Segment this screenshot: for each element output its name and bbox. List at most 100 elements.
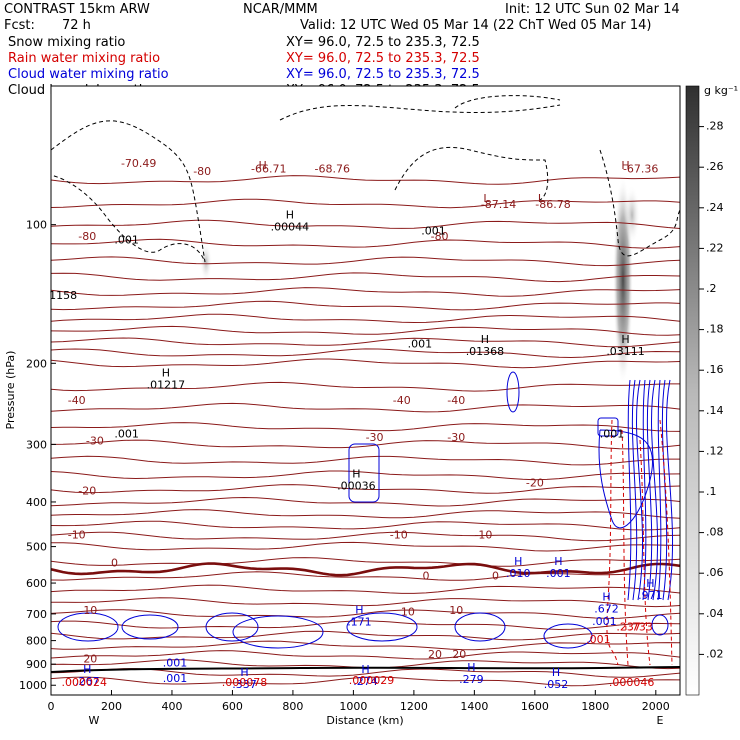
extremum-letter: H [514,555,522,568]
isotherm-line [51,337,680,348]
colorbar-tick-label: .16 [706,363,724,376]
extremum-letter: H [481,333,489,346]
colorbar-tick-label: .22 [706,241,724,254]
isotherm-line [51,509,680,519]
cloud-water-contour [348,443,380,503]
contour-value-label: .000046 [609,676,655,689]
extremum-value: .274 [353,675,378,688]
y-tick-label: 100 [26,219,47,232]
isotherm-contours [51,175,680,687]
isotherm-line [51,597,680,608]
extremum-value: .267 [75,675,100,688]
contour-value-label: .001 [592,615,617,628]
x-tick-label: 1000 [339,700,367,713]
colorbar-tick-label: .2 [706,282,717,295]
extremum-value: .971 [638,589,663,602]
isotherm-line [51,439,680,450]
x-axis-title: Distance (km) [326,714,403,727]
contour-value-label: .001 [421,224,446,237]
y-tick-label: 800 [26,635,47,648]
isotherm-line [51,531,680,542]
extremum-value: .010 [506,567,531,580]
x-tick-label: 0 [48,700,55,713]
isotherm-line [51,381,680,392]
contour-value-label: .001 [163,672,188,685]
extremum-letter: H [621,333,629,346]
x-tick-label: 2000 [642,700,670,713]
contour-value-label: .001 [114,428,139,441]
isotherm-line [51,520,680,531]
forecast-hour: 72 h [62,18,91,33]
isotherm-label: -30 [366,431,384,444]
colorbar-tick-label: .18 [706,323,724,336]
isotherm-line [51,640,680,651]
extremum-letter: H [83,663,91,676]
x-tick-label: 800 [282,700,303,713]
temperature-extremum-letter: L [483,192,490,205]
contour-value-label: 1158 [49,289,77,302]
extremum-letter: H [646,577,654,590]
institution-label: NCAR/MMM [243,2,318,17]
isotherm-line [51,455,680,466]
cloud-water-contour [232,615,324,649]
isotherm-line [51,676,680,687]
plot-layers [51,95,680,687]
isotherm-label: -30 [86,434,104,447]
cloud-water-contour [543,623,593,649]
x-tick-label: 400 [161,700,182,713]
isotherm-label: 0 [111,556,118,569]
extremum-value: .672 [594,603,619,616]
isotherm-line [51,620,680,631]
isotherm-label: -80 [193,165,211,178]
cloud-water-contour [346,612,418,642]
cloud-water-contours [57,371,674,649]
cloud-water-contour [642,379,647,601]
y-tick-label: 600 [26,577,47,590]
temperature-extremum-letter: H [259,159,267,172]
isotherm-line [51,422,680,432]
isotherm-line [51,630,680,641]
cloud-ice-contours [51,95,680,263]
valid-time: Valid: 12 UTC Wed 05 Mar 14 (22 ChT Wed … [300,18,651,33]
isotherm-label: -87.14 [481,198,516,211]
isotherm-line [51,325,680,336]
isotherm-line [51,650,680,660]
cloud-water-contour [454,612,506,642]
isotherm-label: 10 [449,604,463,617]
cloud-ice-contour [279,104,561,121]
cloud-water-contour [598,429,654,529]
y-tick-label: 500 [26,541,47,554]
extremum-value: .01368 [466,345,505,358]
cloud-water-contour [631,379,638,601]
cloud-water-contour [636,379,644,601]
isotherm-label: -20 [526,476,544,489]
cloud-ice-contour [394,146,549,201]
extremum-letter: H [352,468,360,481]
isotherm-line [51,609,680,619]
extremum-value: .171 [347,616,372,629]
y-tick-label: 300 [26,438,47,451]
cloud-water-contour [506,371,520,413]
y-tick-label: 400 [26,496,47,509]
isotherm-label: 10 [83,604,97,617]
field-xy-cloudwater: XY= 96.0, 72.5 to 235.3, 72.5 [286,67,480,82]
extremum-value: .01217 [147,378,186,391]
rain-water-contour [606,419,619,666]
field-name-cloudwater: Cloud water mixing ratio [8,67,169,82]
isotherm-line [51,238,680,249]
x-tick-label: 1400 [460,700,488,713]
contour-value-label: .000024 [62,676,108,689]
field-name-snow: Snow mixing ratio [8,35,125,50]
colorbar-tick-label: .14 [706,404,724,417]
isotherm-label: -10 [68,528,86,541]
contour-value-label: .733 [628,620,653,633]
colorbar-tick-label: .02 [706,647,724,660]
rain-water-contour [659,419,673,666]
extremum-value: .337 [232,678,257,691]
isotherm-label: 10 [401,605,415,618]
isotherm-line [51,198,680,209]
y-tick-label: 700 [26,608,47,621]
colorbar-tick-label: .1 [706,485,717,498]
isotherm-label: -40 [447,394,465,407]
